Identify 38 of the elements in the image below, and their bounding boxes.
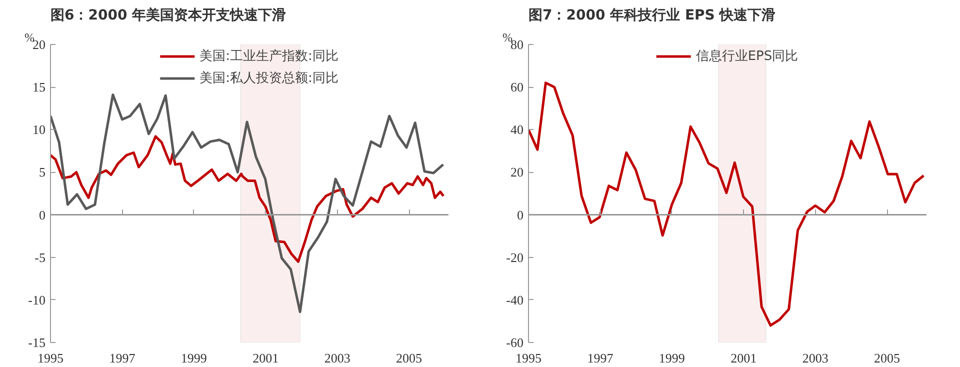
y-tick-label: 15 xyxy=(32,80,46,95)
y-tick-label: 0 xyxy=(39,207,46,222)
x-tick-label: 1997 xyxy=(587,350,614,366)
legend-label: 美国:私人投资总额:同比 xyxy=(200,70,338,87)
x-tick-label: 2003 xyxy=(324,350,350,366)
y-tick-label: 80 xyxy=(510,37,524,52)
y-tick-label: -15 xyxy=(28,335,46,350)
legend-label: 信息行业EPS同比 xyxy=(696,48,798,65)
y-axis-title: % xyxy=(502,30,512,44)
x-tick-label: 2005 xyxy=(874,350,900,366)
x-tick-label: 1999 xyxy=(180,350,207,366)
y-tick-label: -40 xyxy=(506,292,524,308)
chart-title: 图6：2000 年美国资本开支快速下滑 xyxy=(50,6,286,24)
x-tick-label: 1997 xyxy=(109,350,136,366)
line-series xyxy=(50,135,445,263)
x-tick-label: 2001 xyxy=(730,350,757,366)
x-tick-label: 1995 xyxy=(38,350,64,366)
line-series xyxy=(50,93,444,314)
x-tick-label: 2003 xyxy=(802,350,828,366)
line-series xyxy=(528,82,925,327)
y-tick-label: 5 xyxy=(39,164,46,180)
y-tick-label: -10 xyxy=(28,292,46,308)
chart-title: 图7：2000 年科技行业 EPS 快速下滑 xyxy=(528,8,776,24)
y-tick-label: 40 xyxy=(510,122,524,138)
legend-label: 美国:工业生产指数:同比 xyxy=(200,48,338,65)
y-tick-label: -20 xyxy=(506,250,524,265)
y-axis-title: % xyxy=(24,30,34,44)
y-tick-label: 20 xyxy=(510,164,524,180)
y-tick-label: 0 xyxy=(517,207,524,222)
x-tick-label: 2001 xyxy=(252,350,279,366)
x-tick-label: 1999 xyxy=(658,350,685,366)
y-tick-label: 10 xyxy=(32,122,46,138)
y-tick-label: 60 xyxy=(510,80,524,95)
x-tick-label: 2005 xyxy=(396,350,422,366)
y-tick-label: -5 xyxy=(34,250,46,265)
y-tick-label: -60 xyxy=(506,335,524,350)
x-tick-label: 1995 xyxy=(516,350,542,366)
y-tick-label: 20 xyxy=(32,37,46,52)
